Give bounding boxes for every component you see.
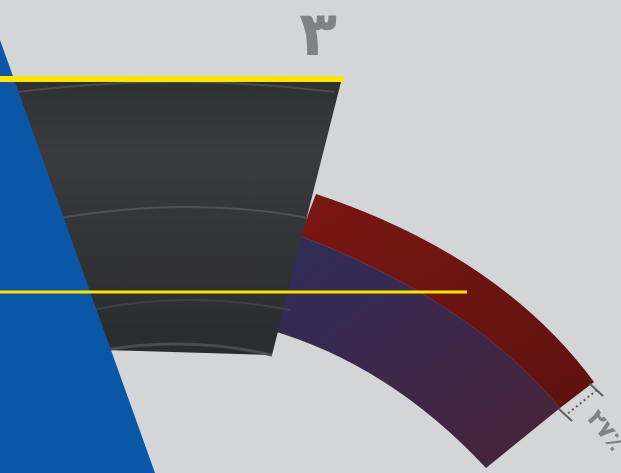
dark-segment: [14, 82, 341, 355]
segment-bottom-edge: [103, 342, 273, 357]
segment-groove-middle: [59, 206, 309, 219]
segment-groove-lower: [91, 299, 291, 311]
dimension-bracket-icon: [558, 383, 604, 422]
purple-arc-band: [270, 236, 560, 468]
top-number-label: ۳: [299, 0, 337, 70]
blue-wedge: [0, 40, 155, 473]
red-arc-band: [300, 194, 594, 408]
